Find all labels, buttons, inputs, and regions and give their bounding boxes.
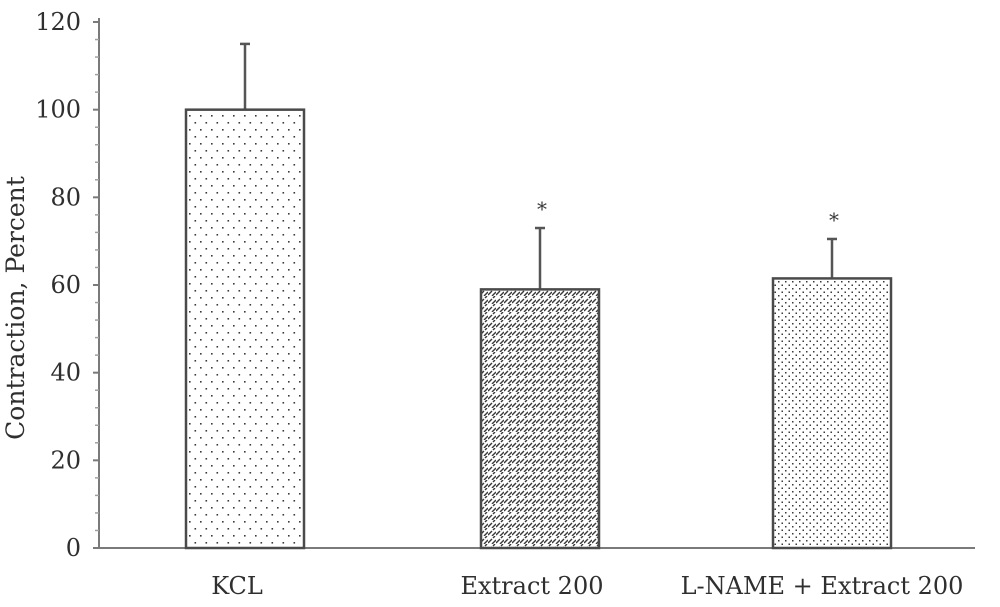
bar-group: * xyxy=(771,208,893,550)
y-ticks: 0 20 40 60 80 100 120 xyxy=(35,8,99,562)
bar-group xyxy=(184,42,306,550)
x-tick-label: Extract 200 xyxy=(460,572,603,600)
bars: * * xyxy=(184,42,893,550)
x-tick-labels: KCL Extract 200 L-NAME + Extract 200 xyxy=(211,572,963,600)
y-tick-label: 20 xyxy=(50,446,81,474)
y-tick-label: 80 xyxy=(50,183,81,211)
y-tick-label: 40 xyxy=(50,359,81,387)
significance-marker: * xyxy=(537,197,547,221)
y-tick-label: 0 xyxy=(66,534,81,562)
bar xyxy=(184,108,306,550)
bar-group: * xyxy=(479,197,601,550)
y-tick-label: 60 xyxy=(50,271,81,299)
y-axis-label: Contraction, Percent xyxy=(1,176,30,440)
bar xyxy=(479,288,601,550)
x-tick-label: KCL xyxy=(211,572,263,600)
bar xyxy=(771,277,893,550)
y-tick-label: 100 xyxy=(35,96,81,124)
y-tick-label: 120 xyxy=(35,8,81,36)
x-tick-label: L-NAME + Extract 200 xyxy=(681,572,964,600)
y-minor-ticks xyxy=(95,38,99,532)
y-axis: 0 20 40 60 80 100 120 xyxy=(35,8,100,562)
significance-marker: * xyxy=(829,208,839,232)
